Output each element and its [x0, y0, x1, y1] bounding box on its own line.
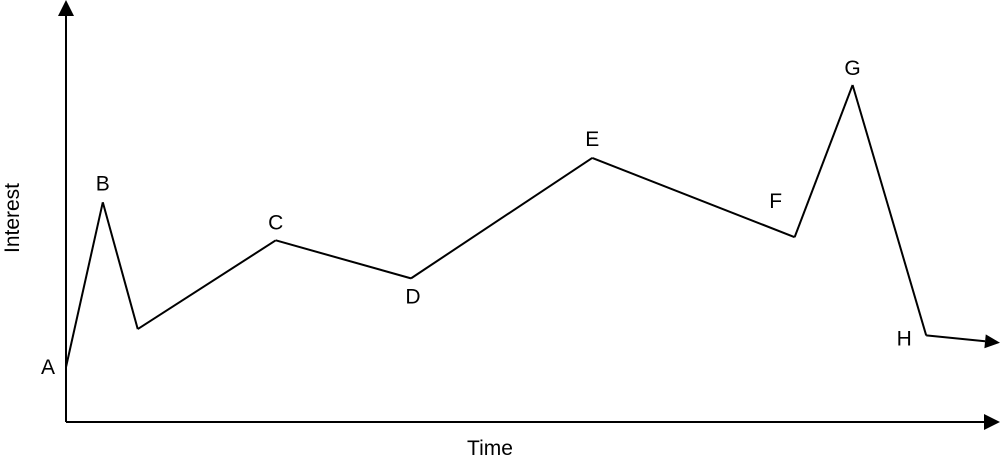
point-label-f: F [769, 190, 782, 213]
series-end-arrow [984, 334, 1000, 348]
line-segment [592, 158, 794, 237]
x-axis-arrow [984, 414, 1000, 430]
line-segment [138, 240, 276, 329]
point-labels: A B C D E F G H [41, 57, 912, 379]
point-label-g: G [844, 57, 860, 80]
point-label-e: E [585, 128, 599, 151]
point-label-h: H [897, 327, 912, 350]
line-segment [926, 335, 985, 341]
line-segment [103, 202, 138, 329]
point-label-d: D [405, 285, 420, 308]
y-axis-title: Interest [1, 183, 24, 253]
line-segment [276, 240, 411, 278]
point-label-b: B [96, 172, 110, 195]
point-label-a: A [41, 356, 55, 379]
line-segment [411, 158, 592, 278]
y-axis-arrow [58, 0, 74, 16]
point-label-c: C [268, 211, 283, 234]
line-segment [795, 85, 853, 237]
line-segment [853, 85, 927, 335]
x-axis-title: Time [467, 437, 513, 460]
line-segment [66, 202, 103, 367]
series-layer [66, 85, 1000, 367]
